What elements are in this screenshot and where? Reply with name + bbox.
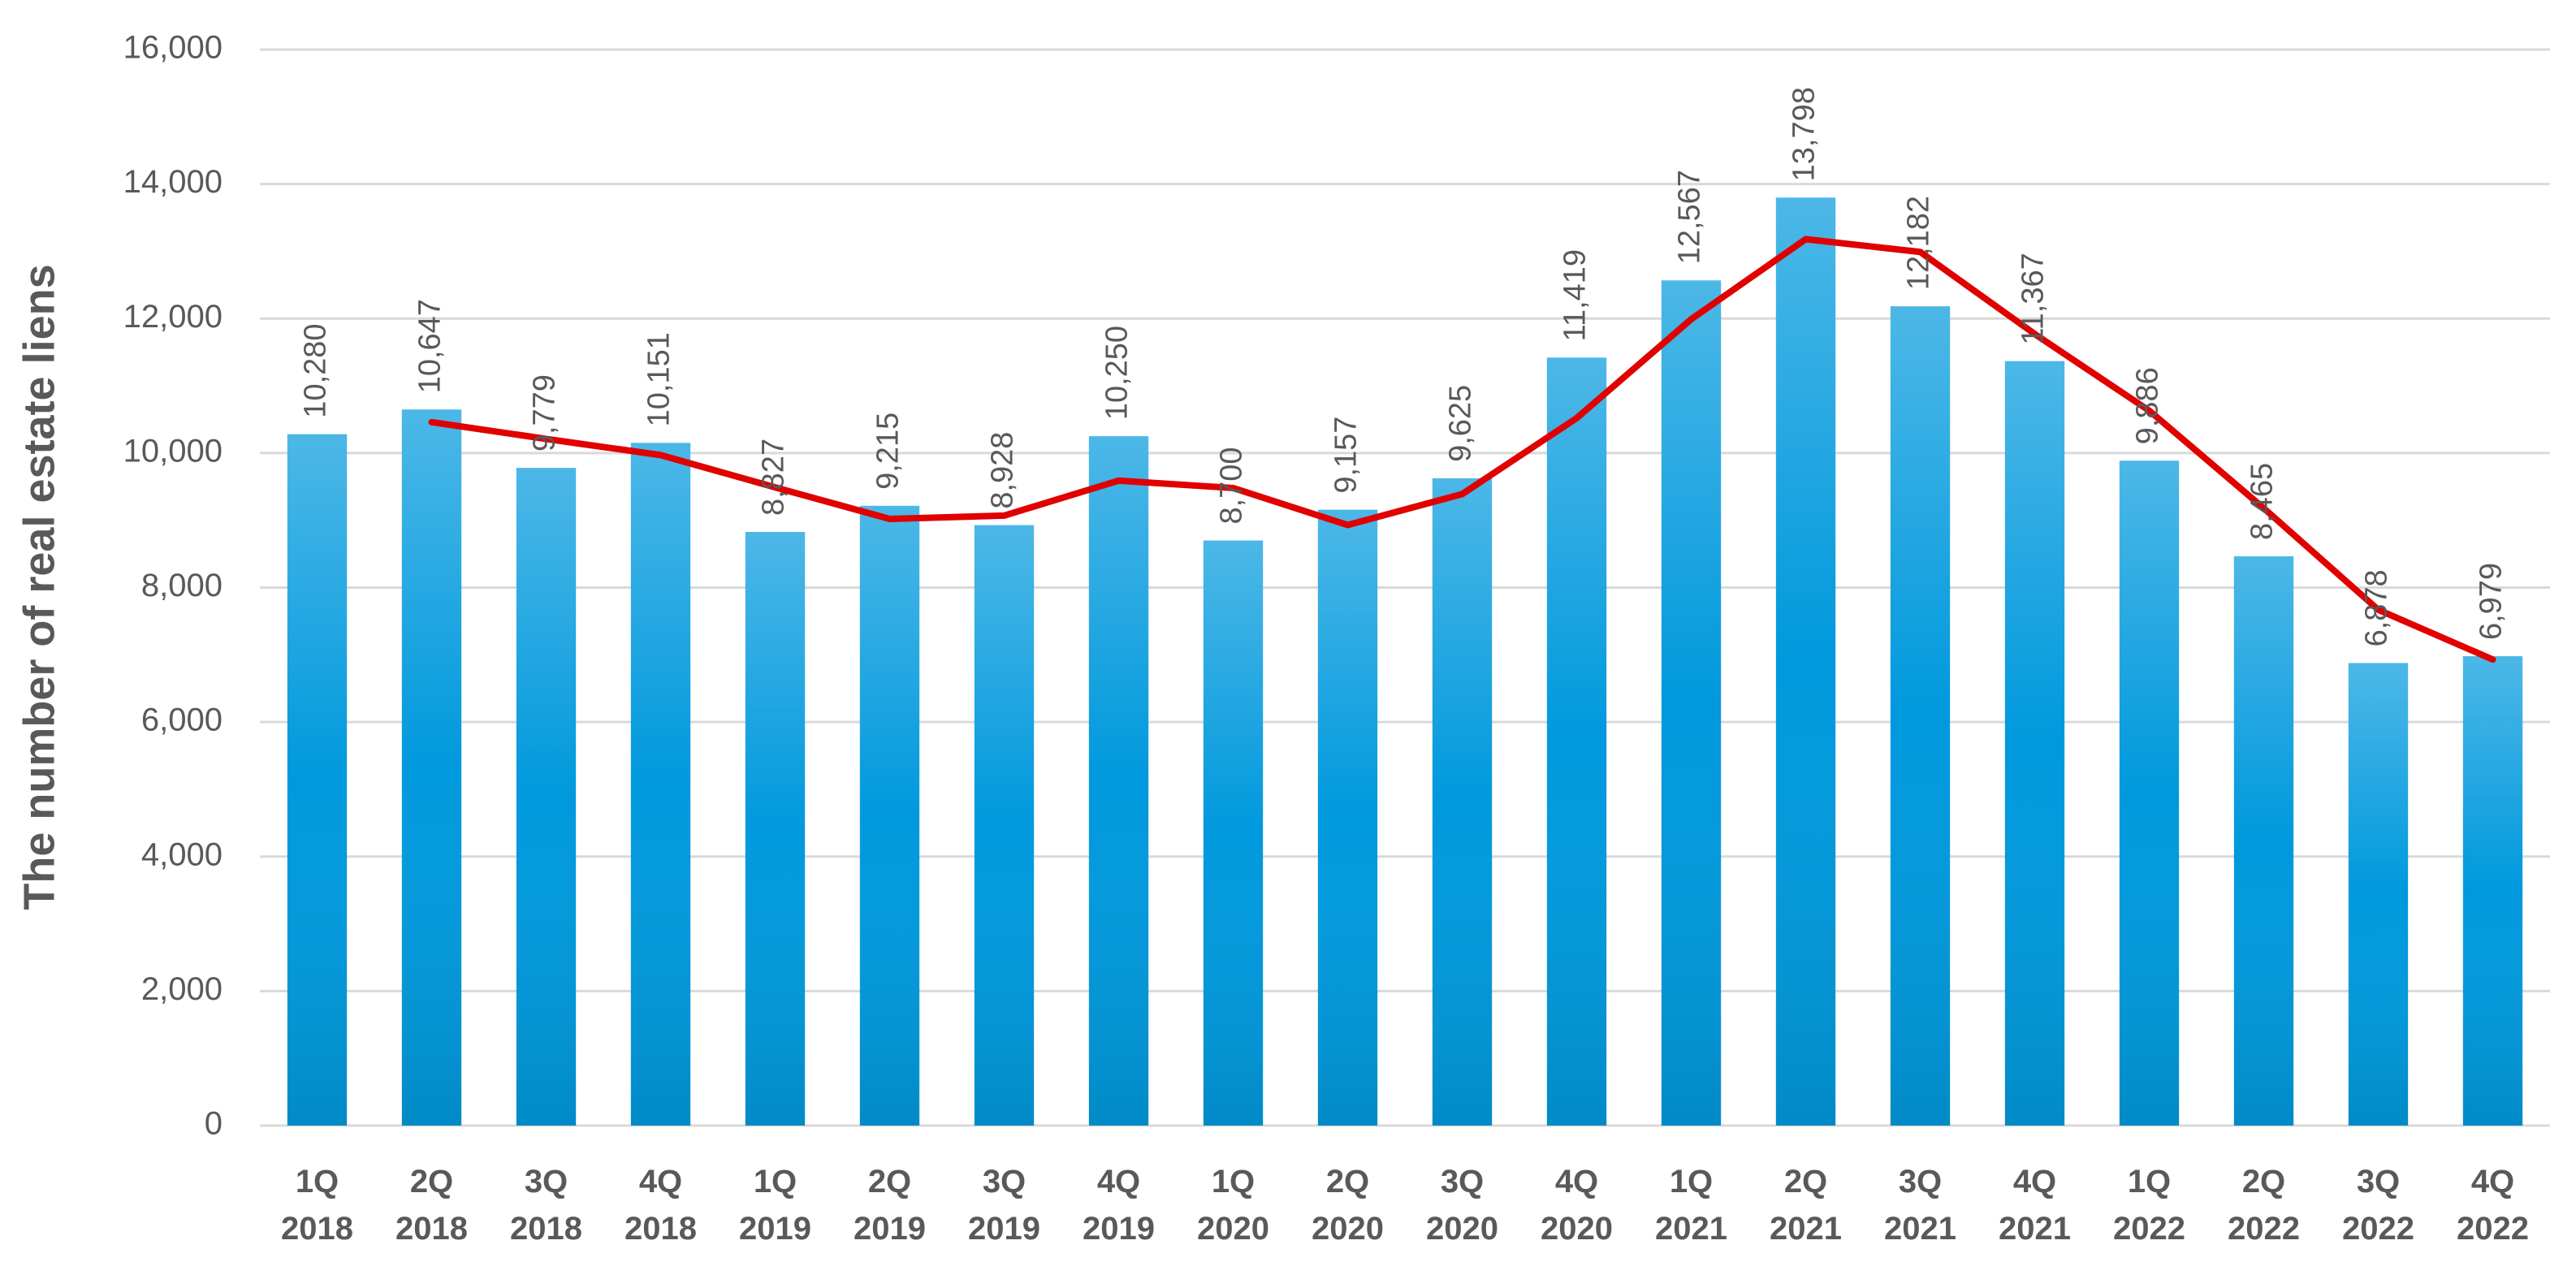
- bar: [2004, 361, 2065, 1126]
- x-tick-label: 4Q 2020: [1541, 1164, 1613, 1247]
- x-tick-label: 2Q 2021: [1770, 1164, 1842, 1247]
- bar: [974, 525, 1035, 1126]
- x-tick-label: 2Q 2019: [854, 1164, 926, 1247]
- value-label: 8,827: [757, 439, 791, 516]
- value-label: 9,886: [2131, 367, 2165, 444]
- y-tick-label: 6,000: [141, 702, 223, 738]
- y-tick-label: 0: [205, 1106, 223, 1142]
- value-label: 12,567: [1673, 170, 1707, 264]
- x-tick-label: 1Q 2021: [1655, 1164, 1727, 1247]
- bar: [1088, 436, 1149, 1126]
- bar: [1203, 540, 1264, 1126]
- x-tick-label: 1Q 2020: [1197, 1164, 1269, 1247]
- x-tick-label: 2Q 2022: [2228, 1164, 2300, 1247]
- value-label: 13,798: [1787, 87, 1822, 181]
- y-tick-label: 16,000: [123, 30, 223, 66]
- bar: [859, 505, 920, 1126]
- x-tick-label: 2Q 2018: [395, 1164, 468, 1247]
- x-tick-label: 4Q 2022: [2457, 1164, 2529, 1247]
- bar: [516, 468, 577, 1126]
- value-label: 6,979: [2474, 563, 2509, 640]
- value-label: 9,215: [871, 413, 905, 490]
- bar: [287, 434, 348, 1126]
- bar: [401, 409, 462, 1126]
- y-tick-label: 8,000: [141, 568, 223, 603]
- value-label: 8,928: [986, 432, 1020, 509]
- x-tick-label: 4Q 2019: [1083, 1164, 1155, 1247]
- x-tick-label: 1Q 2019: [739, 1164, 811, 1247]
- x-tick-label: 1Q 2018: [281, 1164, 353, 1247]
- y-tick-label: 12,000: [123, 299, 223, 335]
- bar: [745, 532, 806, 1126]
- bar: [1546, 357, 1607, 1126]
- bar: [2462, 656, 2523, 1126]
- value-label: 8,465: [2245, 463, 2280, 540]
- bar: [2233, 555, 2294, 1126]
- bar: [1661, 280, 1722, 1126]
- bar: [2119, 460, 2180, 1126]
- x-tick-label: 1Q 2022: [2113, 1164, 2185, 1247]
- x-tick-label: 3Q 2018: [510, 1164, 582, 1247]
- x-tick-label: 4Q 2021: [1999, 1164, 2071, 1247]
- bar: [1775, 197, 1836, 1126]
- value-label: 10,250: [1100, 326, 1135, 420]
- trend-line: [428, 236, 2496, 663]
- y-tick-label: 14,000: [123, 164, 223, 200]
- value-label: 10,280: [299, 323, 333, 417]
- x-tick-label: 3Q 2022: [2342, 1164, 2414, 1247]
- bar: [2348, 663, 2409, 1126]
- x-tick-label: 2Q 2020: [1312, 1164, 1384, 1247]
- x-tick-label: 3Q 2021: [1884, 1164, 1956, 1247]
- value-label: 9,625: [1444, 385, 1478, 462]
- value-label: 6,878: [2360, 569, 2394, 646]
- bar: [1317, 509, 1378, 1126]
- value-label: 9,157: [1329, 417, 1364, 494]
- bar: [1890, 306, 1951, 1126]
- value-label: 12,182: [1902, 196, 1936, 290]
- bar: [1432, 478, 1493, 1126]
- x-tick-label: 3Q 2019: [968, 1164, 1040, 1247]
- x-tick-label: 3Q 2020: [1426, 1164, 1498, 1247]
- y-axis-title: The number of real estate liens: [15, 264, 63, 910]
- y-tick-label: 2,000: [141, 971, 223, 1007]
- value-label: 9,779: [528, 374, 562, 452]
- value-label: 11,367: [2016, 253, 2051, 344]
- value-label: 10,151: [642, 332, 676, 426]
- y-tick-label: 10,000: [123, 433, 223, 469]
- bar: [630, 443, 691, 1126]
- y-tick-label: 4,000: [141, 836, 223, 872]
- x-tick-label: 4Q 2018: [625, 1164, 697, 1247]
- value-label: 11,419: [1558, 249, 1593, 341]
- value-label: 8,700: [1215, 447, 1249, 524]
- value-label: 10,647: [413, 299, 447, 393]
